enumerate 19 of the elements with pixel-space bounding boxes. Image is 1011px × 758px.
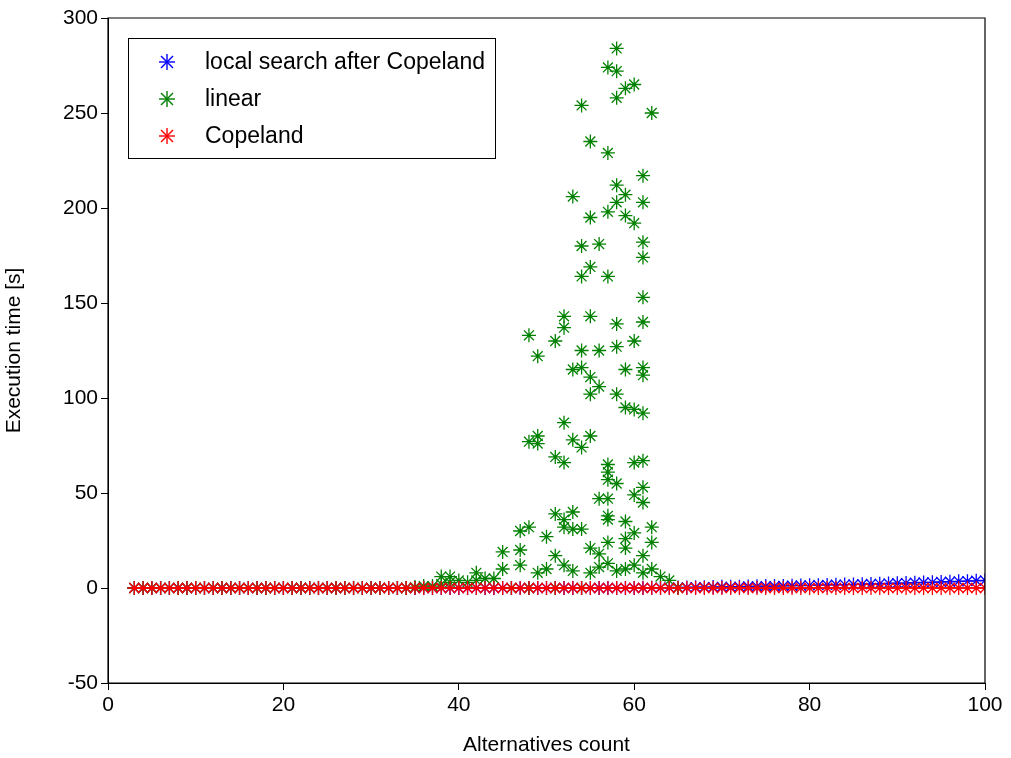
x-tick-label: 100 bbox=[967, 692, 1003, 716]
y-tick-label: 150 bbox=[62, 289, 98, 313]
x-tick-label: 0 bbox=[102, 692, 114, 716]
x-tick-label: 60 bbox=[622, 692, 646, 716]
x-tick-label: 20 bbox=[271, 692, 296, 716]
y-tick-label: 200 bbox=[62, 194, 98, 218]
y-tick-label: 50 bbox=[74, 479, 98, 503]
x-axis-title: Alternatives count bbox=[463, 732, 631, 756]
legend-label: linear bbox=[205, 85, 262, 112]
y-tick-label: 100 bbox=[62, 384, 98, 408]
x-tick-label: 40 bbox=[447, 692, 471, 716]
x-tick-label: 80 bbox=[797, 692, 822, 716]
y-tick-label: -50 bbox=[67, 669, 98, 693]
y-axis-title: Execution time [s] bbox=[1, 267, 25, 434]
y-tick-label: 250 bbox=[62, 99, 98, 123]
legend-label: local search after Copeland bbox=[205, 48, 485, 75]
y-tick-label: 0 bbox=[86, 574, 98, 598]
y-tick-label: 300 bbox=[62, 4, 98, 28]
legend-label: Copeland bbox=[205, 122, 304, 149]
